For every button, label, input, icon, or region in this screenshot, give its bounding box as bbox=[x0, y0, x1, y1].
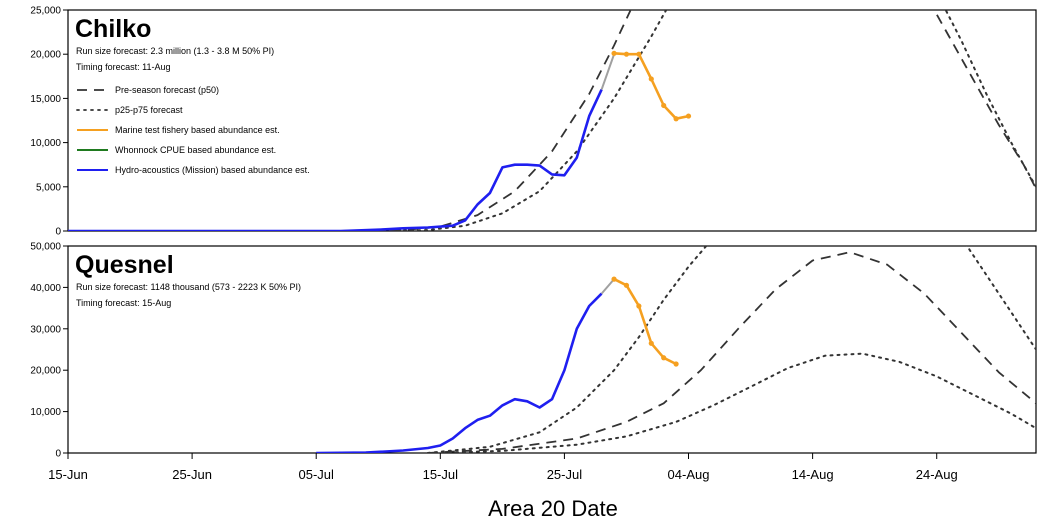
y-tick-label: 15,000 bbox=[30, 94, 61, 105]
marine-point bbox=[685, 113, 692, 119]
marine-point bbox=[673, 361, 679, 367]
marine-point bbox=[648, 340, 654, 346]
series-line-connector bbox=[600, 278, 615, 295]
x-tick-label: 04-Aug bbox=[668, 467, 710, 482]
series-line-p25-p75-forecast-p25 bbox=[68, 10, 668, 231]
marine-point bbox=[636, 51, 642, 57]
x-axis-title: Area 20 Date bbox=[488, 496, 618, 521]
marine-point bbox=[611, 50, 617, 56]
series-line-connector bbox=[600, 53, 616, 90]
marine-point bbox=[623, 282, 630, 288]
marine-point bbox=[661, 355, 667, 361]
panel-quesnel: 0 10,000 20,000 30,000 40,000 50,000 Quesnel Ru… bbox=[30, 242, 1037, 460]
forecast-info-line: Run size forecast: 2.3 million (1.3 - 3.… bbox=[76, 46, 274, 56]
x-tick-label: 24-Aug bbox=[916, 467, 958, 482]
panel-title: Quesnel bbox=[75, 251, 174, 279]
panel-chilko: 0 5,000 10,000 15,000 20,000 25,000 Chilko Run … bbox=[30, 6, 1037, 238]
y-tick-label: 0 bbox=[55, 227, 61, 238]
marine-point bbox=[611, 276, 617, 282]
marine-point bbox=[648, 76, 654, 82]
legend: Pre-season forecast (p50) p25-p75 forecas… bbox=[76, 85, 310, 175]
plot-frame bbox=[67, 245, 1037, 454]
y-tick-label: 10,000 bbox=[30, 407, 61, 418]
legend-label: Pre-season forecast (p50) bbox=[115, 85, 219, 95]
marine-point bbox=[636, 303, 642, 309]
panel-title: Chilko bbox=[75, 15, 151, 43]
y-tick-label: 20,000 bbox=[30, 366, 61, 377]
x-tick-label: 15-Jun bbox=[48, 467, 88, 482]
legend-label: Hydro-acoustics (Mission) based abundanc… bbox=[115, 165, 310, 175]
series-line-p25-p75-forecast-p75 bbox=[426, 246, 708, 453]
plot-frame bbox=[67, 9, 1037, 232]
y-tick-label: 20,000 bbox=[30, 50, 61, 61]
legend-label: p25-p75 forecast bbox=[115, 105, 183, 115]
y-tick-label: 0 bbox=[55, 449, 61, 460]
y-tick-label: 5,000 bbox=[36, 182, 61, 193]
x-tick-label: 15-Jul bbox=[423, 467, 459, 482]
y-tick-label: 25,000 bbox=[30, 6, 61, 17]
x-tick-label: 25-Jul bbox=[547, 467, 583, 482]
marine-point bbox=[623, 51, 630, 57]
marine-point bbox=[661, 102, 667, 109]
forecast-info-line: Timing forecast: 11-Aug bbox=[76, 62, 171, 72]
legend-label: Marine test fishery based abundance est. bbox=[115, 125, 280, 135]
y-tick-label: 30,000 bbox=[30, 324, 61, 335]
series-line-hydro-acoustics-mission-based-abundance-est bbox=[68, 89, 603, 231]
x-tick-label: 25-Jun bbox=[172, 467, 212, 482]
series-line-hydro-acoustics-mission-based-abundance-est bbox=[316, 292, 603, 453]
x-tick-label: 05-Jul bbox=[298, 467, 334, 482]
y-tick-label: 10,000 bbox=[30, 138, 61, 149]
series-group bbox=[316, 246, 1036, 453]
y-tick-label: 50,000 bbox=[30, 242, 61, 253]
forecast-info-line: Run size forecast: 1148 thousand (573 - … bbox=[76, 282, 301, 292]
series-line-p25-p75-forecast-p75-tail bbox=[965, 246, 1036, 351]
marine-point bbox=[673, 116, 679, 122]
y-tick-label: 40,000 bbox=[30, 283, 61, 294]
forecast-info-line: Timing forecast: 15-Aug bbox=[76, 298, 171, 308]
legend-label: Whonnock CPUE based abundance est. bbox=[115, 145, 276, 155]
series-group bbox=[68, 10, 1036, 231]
x-tick-label: 14-Aug bbox=[792, 467, 834, 482]
series-line-p25-p75-forecast-p75 bbox=[944, 10, 1036, 188]
